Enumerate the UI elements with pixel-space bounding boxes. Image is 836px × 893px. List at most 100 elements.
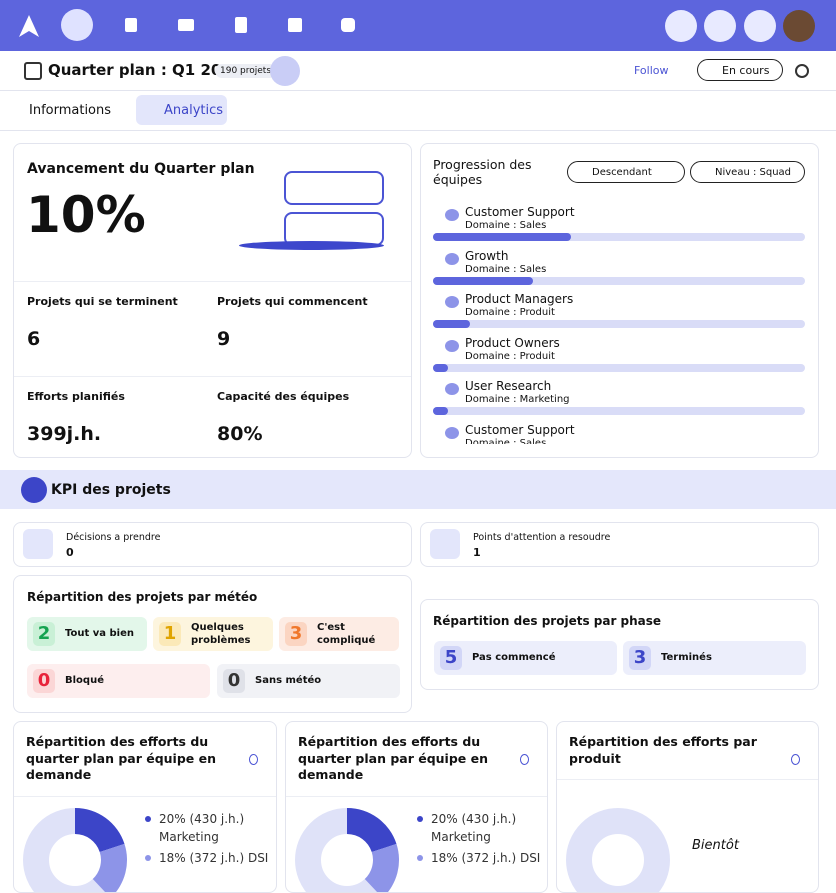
progress-bar — [433, 233, 571, 241]
kpi-value: 0 — [66, 546, 74, 559]
legend-label: 20% (430 j.h.) — [159, 812, 245, 826]
logo — [19, 15, 39, 37]
divider — [557, 779, 818, 780]
legend-dot — [145, 855, 151, 861]
card-title: Répartition des efforts du quarter plan … — [26, 734, 216, 782]
legend-dot — [145, 816, 151, 822]
progress-bar — [433, 276, 534, 285]
divider — [14, 796, 276, 797]
tab[interactable]: Informations — [29, 103, 112, 118]
phase-card: Répartition des projets par phase 5 Pas c… — [420, 599, 819, 690]
card-title: Répartition des efforts du quarter plan … — [298, 734, 488, 782]
legend-dot — [417, 855, 423, 861]
legend-label: 20% (430 j.h.) — [431, 812, 517, 826]
illustration — [239, 241, 384, 250]
tab[interactable]: Analytics — [164, 103, 224, 118]
decisions-card: Décisions a prendre 0 — [13, 522, 412, 567]
kpi-value: 1 — [473, 546, 481, 559]
header-icon — [24, 62, 42, 80]
team-icon — [445, 383, 459, 396]
card-title: Progression des équipes — [433, 157, 532, 187]
phase-chip: 3 Terminés — [623, 641, 806, 675]
divider — [14, 376, 411, 377]
meteo-label: C'est compliqué — [317, 622, 376, 646]
top-nav — [0, 0, 836, 51]
team-icon — [445, 427, 459, 439]
team-domain: Domaine : Sales — [465, 438, 547, 444]
nav-icon[interactable] — [235, 17, 247, 33]
divider — [14, 281, 411, 282]
progress-track — [433, 233, 805, 241]
meteo-count: 2 — [33, 622, 55, 646]
progress-value: 10% — [26, 186, 146, 244]
level-dropdown[interactable]: Niveau : Squad — [690, 161, 805, 183]
meteo-label: Sans météo — [255, 675, 322, 686]
team-icon — [445, 209, 459, 221]
meteo-chip: 0 Sans météo — [217, 664, 400, 698]
progress-bar — [433, 407, 448, 416]
phase-chip: 5 Pas commencé — [434, 641, 617, 675]
kpi-label: Décisions a prendre — [66, 532, 161, 543]
donut-rest — [566, 808, 670, 892]
status-dropdown[interactable]: En cours — [697, 59, 783, 81]
illustration — [284, 171, 384, 205]
settings-button[interactable] — [795, 64, 809, 78]
hint-icon — [249, 754, 258, 765]
stat-value: 9 — [217, 328, 231, 350]
card-title: Avancement du Quarter plan — [27, 161, 255, 177]
team-icon — [445, 252, 459, 265]
expand-button[interactable] — [270, 56, 300, 86]
team-domain: Domaine : Produit — [465, 307, 555, 319]
attention-card: Points d'attention a resoudre 1 — [420, 522, 819, 567]
team-icon — [445, 339, 459, 352]
collapse-button[interactable] — [21, 477, 47, 503]
nav-icon[interactable] — [288, 18, 302, 32]
donut-segment — [347, 808, 397, 852]
progress-card: Avancement du Quarter plan 10% Projets q… — [13, 143, 412, 458]
nav-icon[interactable] — [125, 18, 137, 32]
teams-card: Progression des équipes Descendant Nivea… — [420, 143, 819, 458]
card-title: Répartition des projets par météo — [27, 590, 258, 604]
meteo-label: Quelques problèmes — [191, 622, 251, 646]
tabs: Informations Analytics — [0, 91, 836, 131]
sort-dropdown[interactable]: Descendant — [567, 161, 685, 183]
stat-label: Projets qui se terminent — [27, 295, 178, 308]
profile-button[interactable] — [704, 10, 736, 42]
team-name: Product Managers — [465, 292, 574, 307]
kpi-band: KPI des projets — [0, 470, 836, 509]
meteo-chip: 2 Tout va bien — [27, 617, 147, 651]
nav-icon[interactable] — [61, 9, 93, 41]
stat-label: Projets qui commencent — [217, 295, 368, 308]
phase-count: 5 — [440, 646, 462, 670]
avatar[interactable] — [783, 10, 815, 42]
progress-track — [433, 276, 805, 285]
meteo-count: 1 — [159, 622, 181, 646]
project-badge: 190 projets — [215, 64, 277, 78]
section-title: KPI des projets — [51, 482, 171, 498]
stat-value: 80% — [217, 423, 263, 445]
progress-bar — [433, 320, 471, 329]
icon — [23, 529, 53, 559]
team-domain: Domaine : Produit — [465, 350, 555, 362]
stat-label: Efforts planifiés — [27, 390, 125, 403]
header: Quarter plan : Q1 2025 190 projets Follo… — [0, 50, 836, 91]
nav-icon[interactable] — [341, 18, 355, 32]
search-button[interactable] — [665, 10, 697, 42]
tab-active-bg[interactable] — [136, 95, 227, 125]
notifications-button[interactable] — [744, 10, 776, 42]
hint-icon — [791, 754, 800, 765]
meteo-count: 3 — [285, 622, 307, 646]
legend-label: 18% (372 j.h.) DSI — [159, 851, 269, 865]
progress-track — [433, 320, 805, 329]
legend-label: 18% (372 j.h.) DSI — [431, 851, 541, 865]
plan-title: Quarter plan : Q1 2025 — [48, 61, 243, 79]
meteo-card: Répartition des projets par météo 2 Tout … — [13, 575, 412, 713]
nav-icon[interactable] — [178, 19, 194, 31]
team-name: User Research — [465, 379, 552, 394]
follow-button[interactable]: Follow — [634, 64, 669, 77]
team-name: Customer Support — [465, 205, 575, 219]
stat-value: 399j.h. — [27, 423, 102, 445]
kpi-label: Points d'attention a resoudre — [473, 532, 611, 543]
progress-track — [433, 407, 805, 416]
